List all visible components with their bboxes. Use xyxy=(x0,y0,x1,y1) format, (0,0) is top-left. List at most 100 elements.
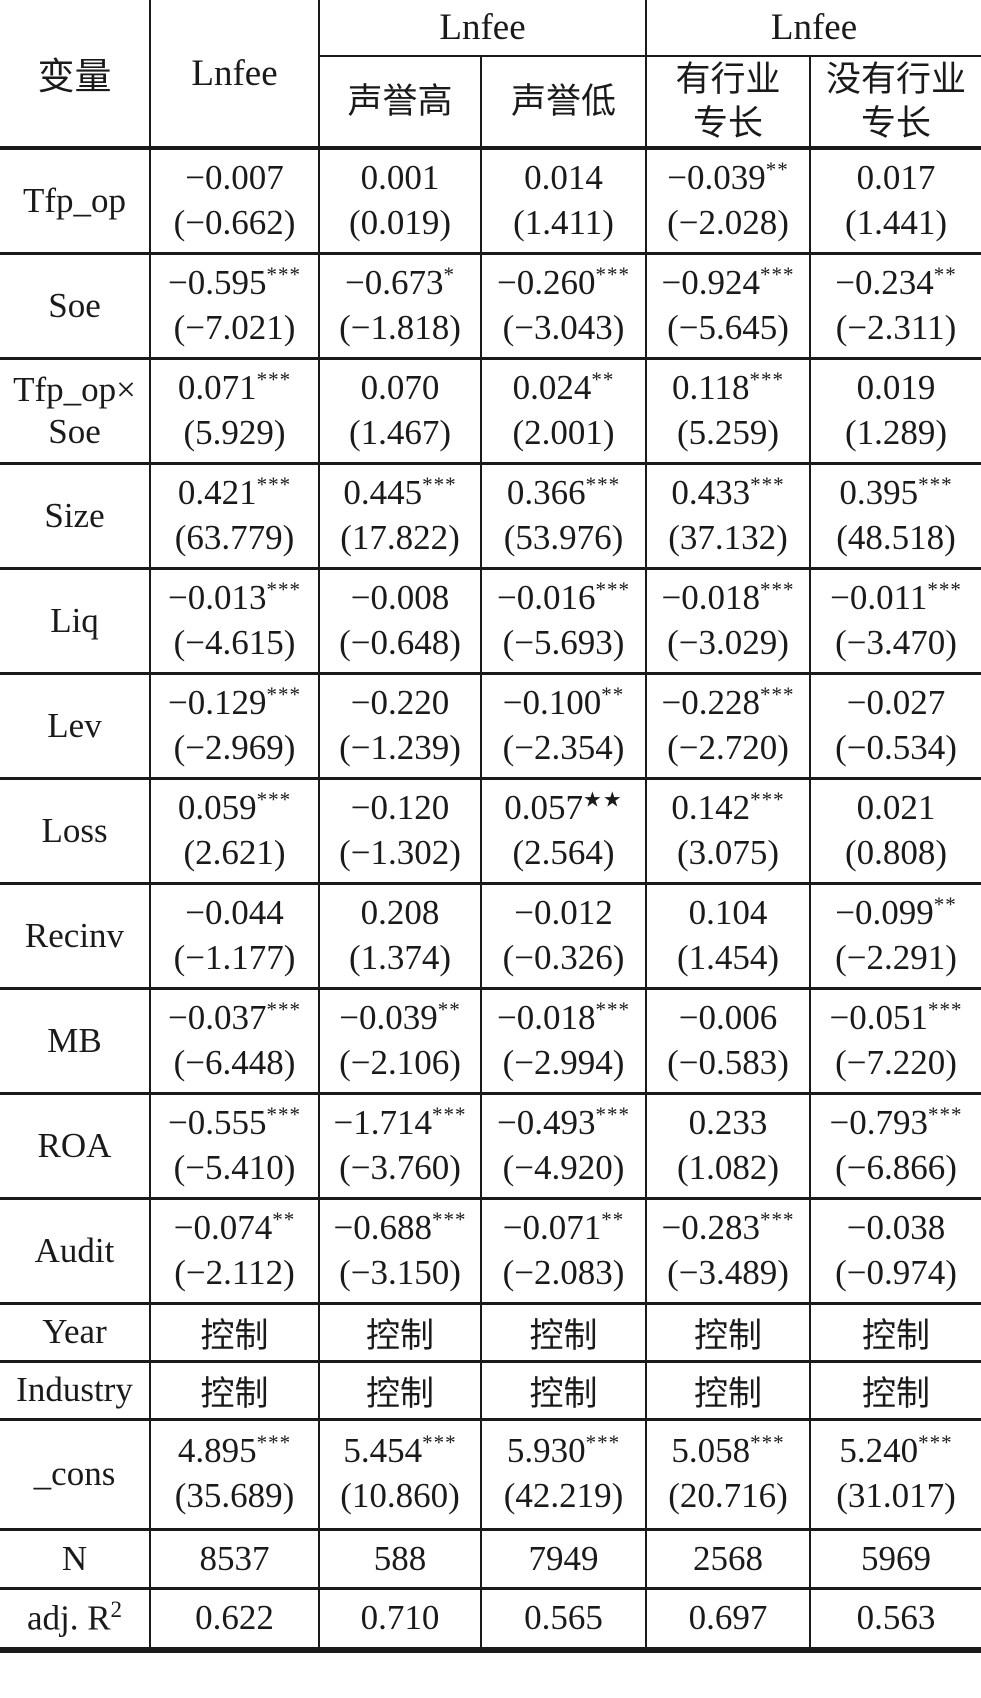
coefficient-value: 0.001 xyxy=(360,157,440,197)
significance-stars: ** xyxy=(272,1207,296,1232)
coefficient-value: 0.021 xyxy=(856,787,936,827)
control-cell: 控制 xyxy=(480,1361,646,1419)
t-statistic: (−7.021) xyxy=(173,307,296,347)
table-row-tfp-op-x-soe: Tfp_op× Soe 0.071*** (5.929) 0.070 (1.467)… xyxy=(0,358,981,463)
stat-cell: 0.565 xyxy=(480,1588,646,1650)
t-statistic: (10.860) xyxy=(340,1476,460,1515)
coefficient-value: −0.120 xyxy=(350,787,450,827)
control-cell: 控制 xyxy=(809,1303,981,1361)
regression-table: 变量 Lnfee Lnfee Lnfee 声誉高 声誉低 有行业 专长 没有行业… xyxy=(0,0,981,1653)
t-statistic: (−0.583) xyxy=(667,1042,789,1082)
significance-stars: *** xyxy=(585,472,621,497)
significance-stars: * xyxy=(443,262,455,287)
table-row-n: N 8537 588 7949 2568 5969 xyxy=(0,1529,981,1588)
coefficient-value: −0.039** xyxy=(339,997,461,1037)
stat-cell: 5969 xyxy=(809,1529,981,1588)
control-cell: 控制 xyxy=(149,1361,319,1419)
t-statistic: (−4.920) xyxy=(502,1147,625,1187)
t-statistic: (20.716) xyxy=(668,1476,788,1515)
coef-cell: −0.071** (−2.083) xyxy=(480,1198,646,1303)
significance-stars: *** xyxy=(927,577,962,602)
t-statistic: (0.808) xyxy=(844,832,948,872)
t-statistic: (−3.760) xyxy=(339,1147,461,1187)
significance-stars: ** xyxy=(765,157,789,182)
coefficient-value: 0.421*** xyxy=(177,472,292,512)
coef-cell: −0.793*** (−6.866) xyxy=(809,1093,981,1198)
coefficient-value: −0.006 xyxy=(678,997,778,1037)
significance-stars: ** xyxy=(591,367,615,392)
header-row-subgroups: 声誉高 声誉低 有行业 专长 没有行业 专长 xyxy=(0,56,981,148)
coefficient-value: −0.051*** xyxy=(829,997,963,1037)
t-statistic: (−2.969) xyxy=(173,727,296,767)
row-label: Audit xyxy=(34,1230,115,1270)
coefficient-value: −0.018*** xyxy=(497,997,630,1037)
coef-cell: 0.433*** (37.132) xyxy=(645,463,810,568)
coef-cell: −0.129*** (−2.969) xyxy=(149,673,319,778)
coef-cell: 0.104 (1.454) xyxy=(645,883,810,988)
significance-stars: *** xyxy=(256,1430,292,1455)
table-row-tfp-op: Tfp_op −0.007 (−0.662) 0.001 (0.019) 0.014… xyxy=(0,148,981,253)
coef-cell: 0.001 (0.019) xyxy=(318,148,481,253)
t-statistic: (−3.489) xyxy=(667,1252,789,1292)
significance-stars: *** xyxy=(749,367,784,392)
significance-stars: *** xyxy=(760,682,795,707)
t-statistic: (−1.818) xyxy=(339,307,461,347)
coef-cell: −0.044 (−1.177) xyxy=(149,883,319,988)
coef-cell: 0.071*** (5.929) xyxy=(149,358,319,463)
header-lnfee-expertise-group: Lnfee xyxy=(645,0,981,57)
row-label: MB xyxy=(47,1020,102,1060)
coef-cell: 0.021 (0.808) xyxy=(809,778,981,883)
coef-cell: −0.260*** (−3.043) xyxy=(480,253,646,358)
coefficient-value: 0.017 xyxy=(856,157,936,197)
t-statistic: (−1.239) xyxy=(339,727,461,767)
row-label: Recinv xyxy=(24,915,125,955)
row-label: adj. R2 xyxy=(26,1597,123,1639)
coefficient-value: 0.142*** xyxy=(671,787,785,827)
t-statistic: (−2.994) xyxy=(502,1042,625,1082)
coefficient-value: −0.038 xyxy=(846,1207,946,1247)
row-label: _cons xyxy=(33,1454,116,1493)
table-row-recinv: Recinv −0.044 (−1.177) 0.208 (1.374) −0.01… xyxy=(0,883,981,988)
row-label: Tfp_op× Soe xyxy=(13,369,136,451)
header-row-groups: 变量 Lnfee Lnfee Lnfee xyxy=(0,0,981,148)
significance-stars: *** xyxy=(928,997,963,1022)
row-label: Lev xyxy=(47,705,102,745)
subheader-high-reputation: 声誉高 xyxy=(318,56,481,148)
t-statistic: (−5.410) xyxy=(173,1147,296,1187)
coef-cell: 0.024** (2.001) xyxy=(480,358,646,463)
coefficient-value: −0.016*** xyxy=(497,577,630,617)
significance-stars: *** xyxy=(422,472,457,497)
stat-cell: 588 xyxy=(318,1529,481,1588)
t-statistic: (−3.043) xyxy=(502,307,625,347)
coefficient-value: −0.673* xyxy=(345,262,455,302)
coefficient-value: 0.104 xyxy=(688,892,768,932)
coefficient-value: 0.024** xyxy=(512,367,615,407)
t-statistic: (−1.177) xyxy=(173,937,296,977)
coefficient-value: −0.074** xyxy=(173,1207,296,1247)
subheader-low-reputation: 声誉低 xyxy=(480,56,646,148)
coef-cell: −0.099** (−2.291) xyxy=(809,883,981,988)
coefficient-value: −0.012 xyxy=(514,892,613,932)
coefficient-value: −0.100** xyxy=(502,682,625,722)
t-statistic: (−0.534) xyxy=(835,727,957,767)
row-label: N xyxy=(61,1538,88,1578)
significance-stars: *** xyxy=(256,787,292,812)
t-statistic: (17.822) xyxy=(340,517,460,557)
table-row-year: Year 控制 控制 控制 控制 控制 xyxy=(0,1303,981,1361)
coef-cell: 5.454*** (10.860) xyxy=(318,1419,481,1529)
control-cell: 控制 xyxy=(149,1303,319,1361)
coef-cell: 0.019 (1.289) xyxy=(809,358,981,463)
significance-stars: *** xyxy=(595,1102,630,1127)
t-statistic: (5.259) xyxy=(676,412,780,452)
coefficient-value: −0.220 xyxy=(350,682,450,722)
table-row-mb: MB −0.037*** (−6.448) −0.039** (−2.106) −0… xyxy=(0,988,981,1093)
coef-cell: 5.240*** (31.017) xyxy=(809,1419,981,1529)
significance-stars: *** xyxy=(432,1207,467,1232)
coefficient-value: −0.595*** xyxy=(168,262,301,302)
t-statistic: (37.132) xyxy=(668,517,788,557)
row-label: Liq xyxy=(50,600,99,640)
coefficient-value: 0.433*** xyxy=(671,472,785,512)
coef-cell: −0.493*** (−4.920) xyxy=(480,1093,646,1198)
coefficient-value: 0.366*** xyxy=(506,472,621,512)
significance-stars: *** xyxy=(422,1430,457,1455)
